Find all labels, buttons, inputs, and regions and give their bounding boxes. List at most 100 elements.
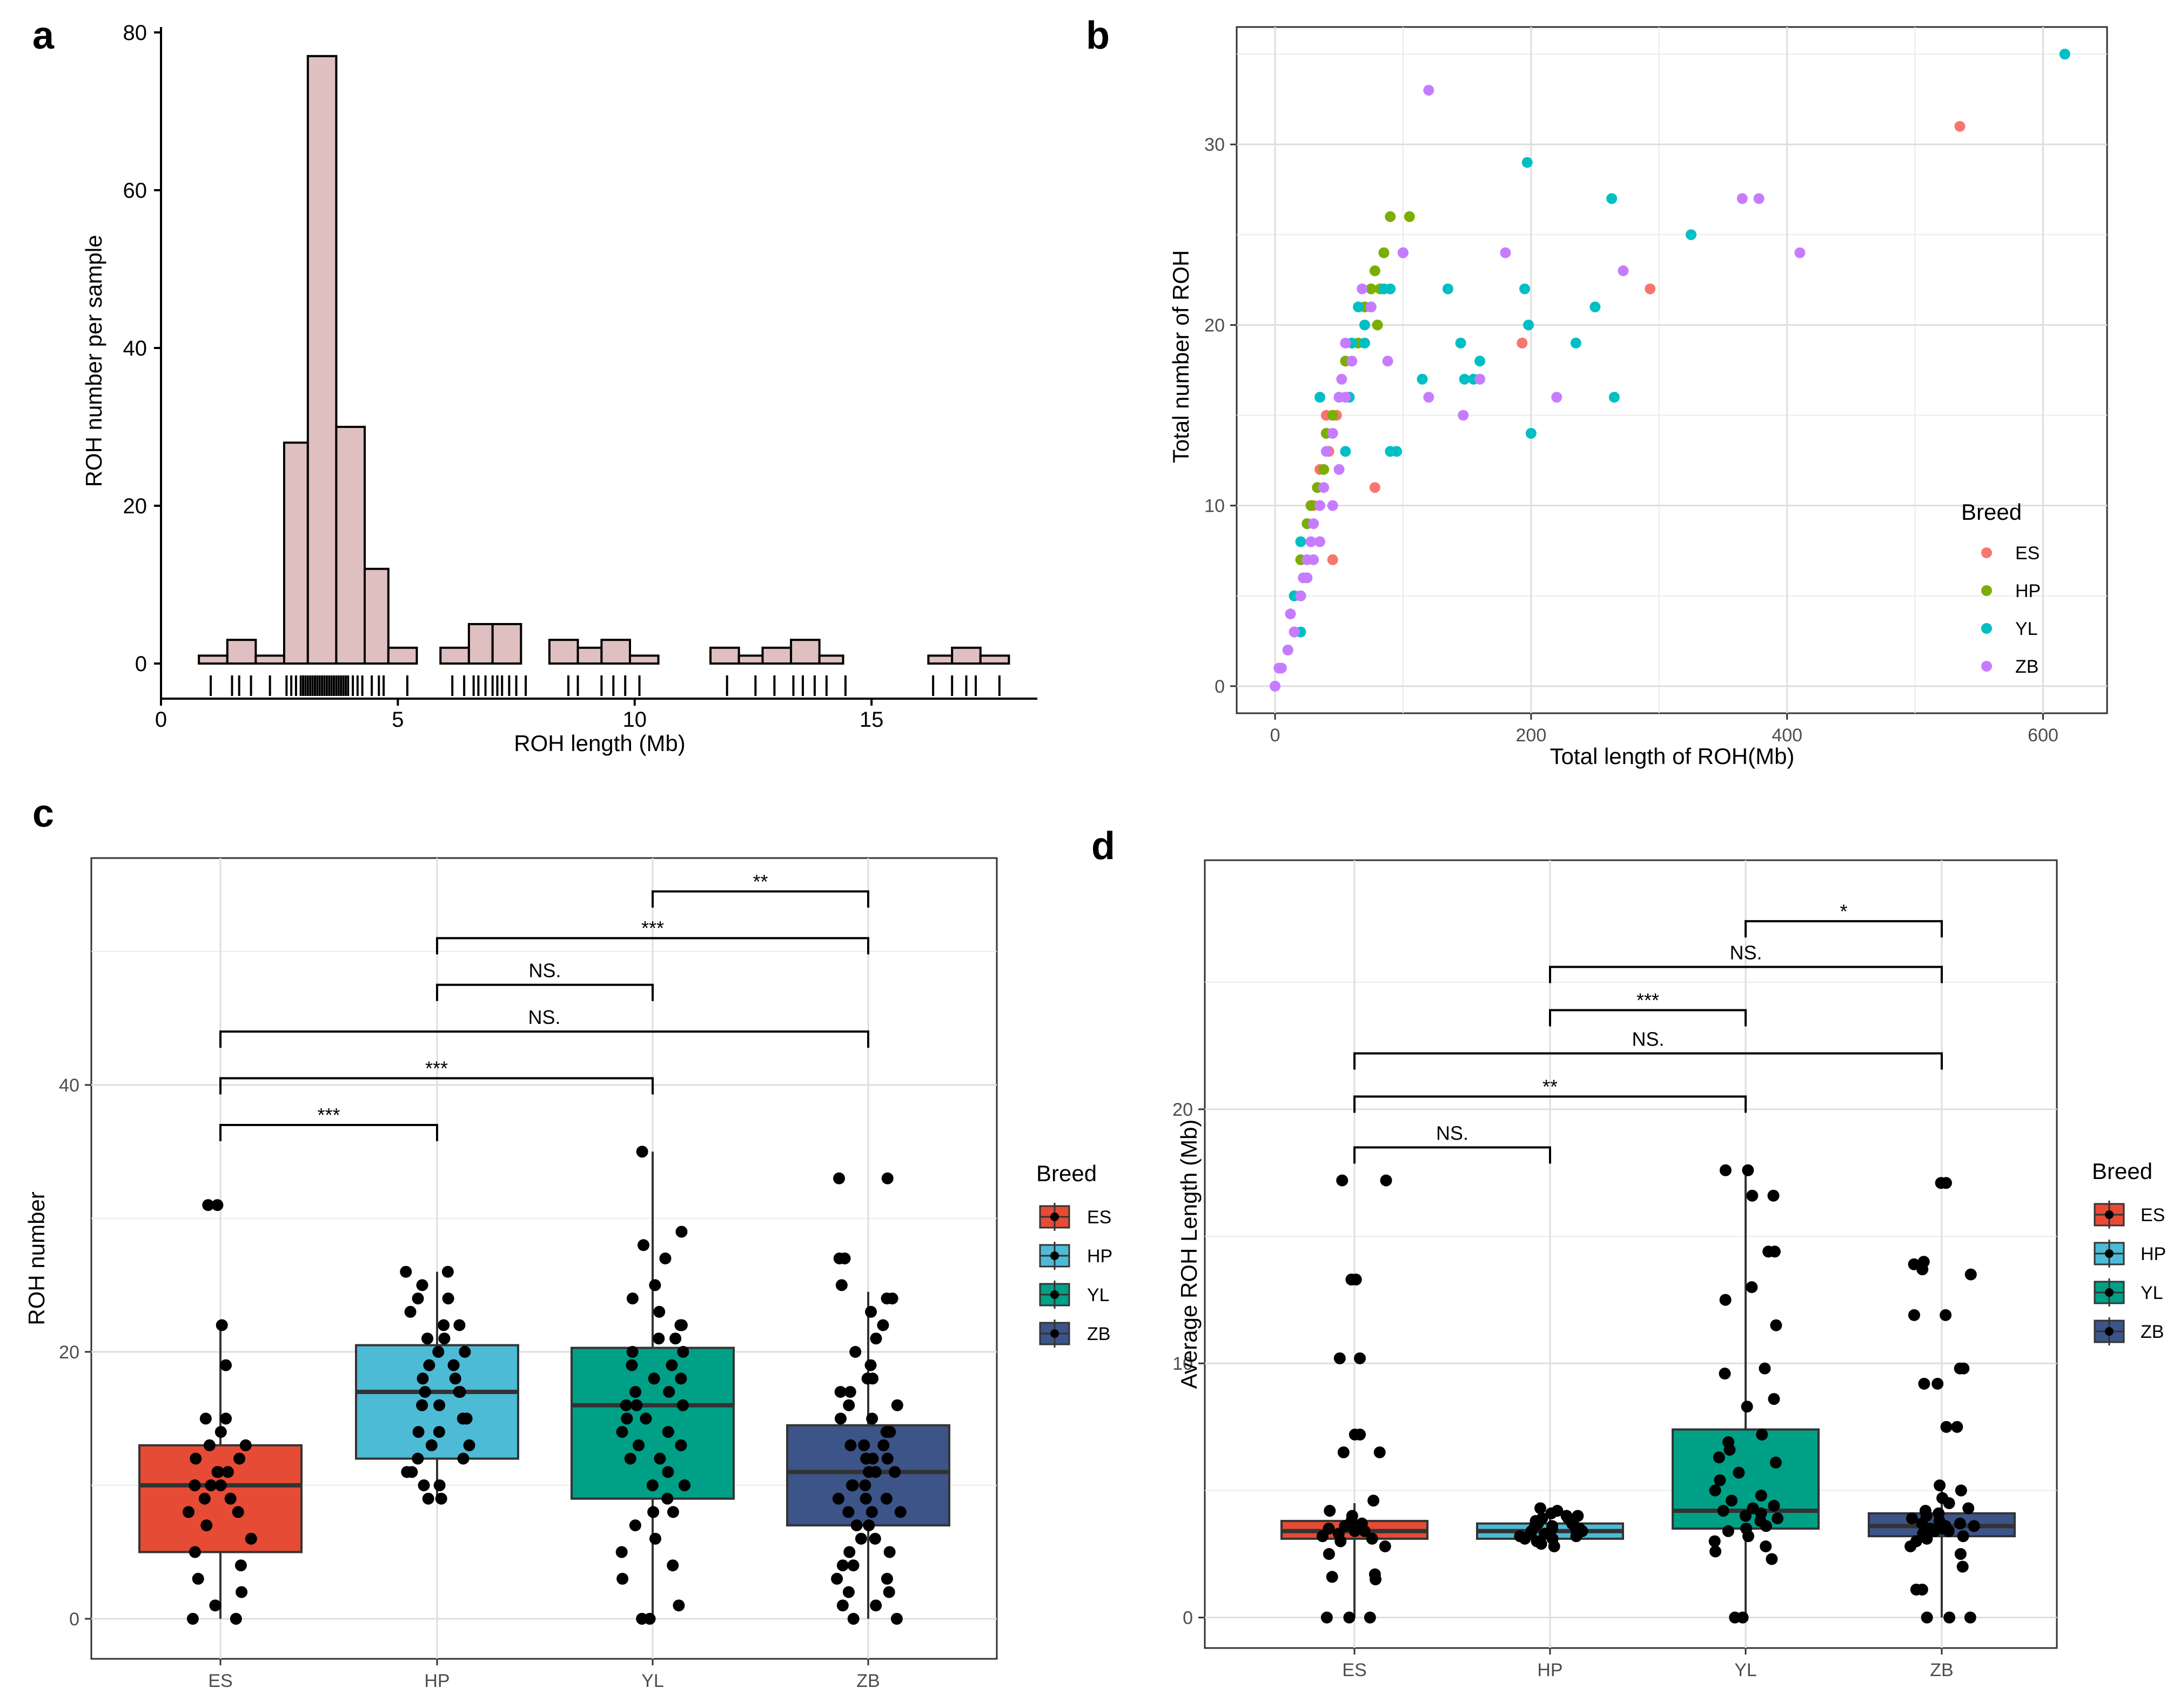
scatter-point-hp: [1372, 319, 1383, 331]
jitter-point: [1931, 1377, 1944, 1390]
jitter-point: [1740, 1522, 1753, 1535]
scatter-point-zb: [1289, 626, 1300, 638]
legend-label-zb: ZB: [2015, 657, 2038, 677]
scatter-point-yl: [1606, 193, 1618, 204]
jitter-point: [1713, 1451, 1725, 1464]
jitter-point: [667, 1559, 679, 1572]
scatter-point-yl: [1314, 392, 1325, 403]
jitter-point: [1346, 1510, 1358, 1522]
jitter-point: [863, 1466, 875, 1478]
jitter-point: [459, 1345, 471, 1358]
scatter-point-zb: [1365, 302, 1377, 313]
jitter-point: [198, 1492, 211, 1505]
jitter-point: [412, 1426, 425, 1438]
x-tick-label: 400: [1772, 725, 1802, 746]
jitter-point: [637, 1239, 649, 1251]
legend-label-es: ES: [2015, 543, 2040, 564]
scatter-point-zb: [1423, 392, 1434, 403]
scatter-point-yl: [1570, 337, 1581, 349]
significance-bracket: [219, 1030, 869, 1048]
x-tick-label: ES: [208, 1671, 232, 1691]
legend-label-hp: HP: [2141, 1244, 2166, 1264]
jitter-point: [836, 1599, 849, 1612]
scatter-point-zb: [1318, 482, 1330, 493]
scatter-point-es: [1645, 283, 1656, 294]
jitter-point: [659, 1252, 672, 1264]
jitter-point: [863, 1519, 875, 1531]
jitter-point: [230, 1612, 242, 1625]
y-tick-label: 40: [123, 337, 147, 360]
jitter-point: [661, 1492, 674, 1505]
scatter-point-zb: [1340, 337, 1351, 349]
jitter-point: [1768, 1499, 1780, 1512]
jitter-point: [416, 1279, 428, 1291]
jitter-point: [880, 1492, 893, 1505]
jitter-point: [1933, 1507, 1945, 1519]
jitter-point: [1546, 1520, 1559, 1532]
boxplot-panel-d: 0 10 20 ES HP YL ZB NS. ** NS. *** NS. * Average RO…: [1172, 859, 2166, 1680]
jitter-point: [886, 1292, 898, 1305]
jitter-point: [667, 1506, 679, 1518]
jitter-point: [626, 1292, 639, 1305]
jitter-point: [1733, 1466, 1745, 1479]
significance-label: ***: [641, 917, 664, 939]
legend-label-es: ES: [1087, 1207, 1111, 1228]
scatter-point-zb: [1320, 446, 1332, 457]
significance-label: ***: [425, 1057, 448, 1080]
scatter-point-zb: [1282, 645, 1293, 656]
jitter-point: [1916, 1583, 1928, 1596]
legend-key-point: [2105, 1327, 2114, 1336]
panel-letter-a: a: [32, 14, 55, 57]
scatter-point-zb: [1551, 392, 1562, 403]
jitter-point: [679, 1479, 691, 1491]
jitter-point: [880, 1426, 893, 1438]
jitter-point: [220, 1359, 232, 1371]
y-tick-label: 10: [1204, 496, 1225, 517]
jitter-point: [633, 1439, 645, 1451]
jitter-point: [1769, 1456, 1782, 1469]
significance-bracket: [436, 937, 869, 955]
scatter-point-zb: [1357, 283, 1368, 294]
jitter-point: [1366, 1532, 1378, 1545]
x-tick-label: ZB: [1930, 1660, 1953, 1680]
jitter-point: [1739, 1510, 1752, 1522]
jitter-point: [832, 1492, 844, 1505]
jitter-point: [1964, 1268, 1977, 1281]
jitter-point: [1968, 1520, 1980, 1532]
jitter-point: [457, 1452, 469, 1465]
jitter-point: [1741, 1401, 1753, 1413]
jitter-point: [422, 1492, 434, 1505]
jitter-point: [1379, 1540, 1391, 1552]
x-tick-label: 15: [860, 708, 884, 732]
scatter-point-es: [1954, 120, 1966, 132]
legend-key-point: [1050, 1251, 1059, 1260]
scatter-point-zb: [1458, 410, 1469, 421]
histogram-bar: [226, 639, 257, 665]
jitter-point: [836, 1559, 849, 1572]
histogram-bar: [467, 623, 494, 665]
jitter-point: [1354, 1352, 1366, 1364]
jitter-point: [1726, 1495, 1738, 1507]
significance-bracket: [1353, 1095, 1747, 1113]
significance-label: ***: [317, 1104, 340, 1126]
legend-label-yl: YL: [2015, 619, 2038, 639]
jitter-point: [222, 1466, 234, 1478]
scatter-point-yl: [1455, 337, 1466, 349]
jitter-point: [404, 1305, 417, 1318]
scatter-point-hp: [1318, 464, 1330, 475]
jitter-point: [629, 1519, 641, 1531]
scatter-point-yl: [1378, 283, 1390, 294]
scatter-point-hp: [1365, 283, 1377, 294]
jitter-point: [870, 1599, 882, 1612]
jitter-point: [1919, 1505, 1931, 1517]
scatter-point-es: [1327, 554, 1338, 565]
histogram-bar: [951, 646, 982, 665]
significance-bracket: [652, 890, 869, 908]
jitter-point: [1760, 1540, 1772, 1552]
jitter-point: [1714, 1474, 1726, 1486]
jitter-point: [433, 1479, 446, 1491]
jitter-point: [834, 1412, 847, 1425]
scatter-point-yl: [1353, 302, 1364, 313]
jitter-point: [649, 1532, 661, 1545]
jitter-point: [400, 1265, 412, 1278]
